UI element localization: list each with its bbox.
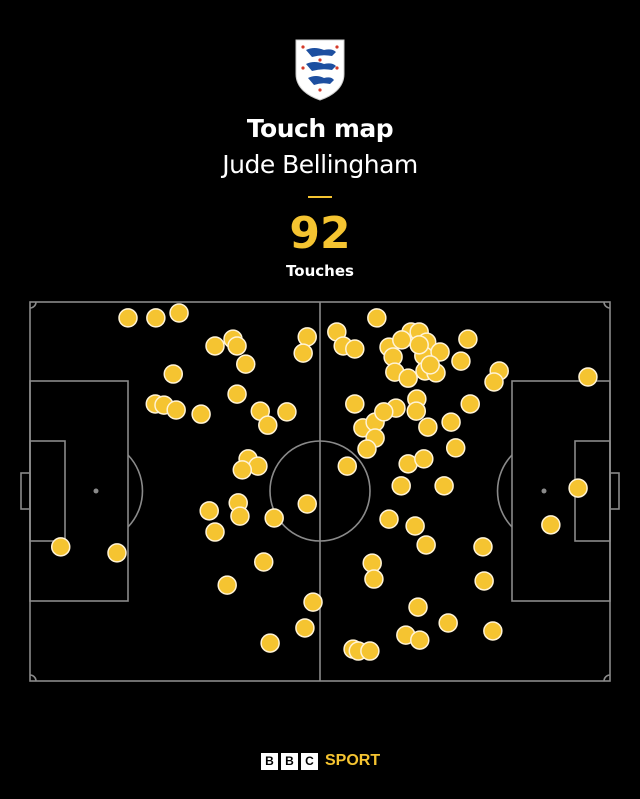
touch-point bbox=[434, 476, 454, 496]
touch-point bbox=[578, 367, 598, 387]
touch-point bbox=[416, 535, 436, 555]
touch-point bbox=[409, 335, 429, 355]
touch-point bbox=[420, 355, 440, 375]
left-penalty-area bbox=[29, 380, 129, 602]
corner-arc bbox=[29, 301, 37, 309]
touch-point bbox=[438, 613, 458, 633]
touch-point bbox=[236, 354, 256, 374]
player-name: Jude Bellingham bbox=[222, 150, 418, 179]
touch-point bbox=[260, 633, 280, 653]
touch-point bbox=[303, 592, 323, 612]
touch-point bbox=[445, 438, 466, 458]
touch-point bbox=[345, 394, 365, 414]
right-penalty-spot bbox=[541, 488, 547, 494]
touch-point bbox=[473, 537, 493, 557]
right-penalty-arc bbox=[496, 454, 513, 528]
touch-point bbox=[392, 330, 412, 350]
touch-point bbox=[458, 329, 478, 349]
touch-count: 92 bbox=[289, 208, 351, 259]
touch-point bbox=[460, 394, 480, 414]
touch-point bbox=[297, 327, 317, 347]
touch-point bbox=[406, 401, 427, 421]
touch-point bbox=[474, 571, 494, 591]
touch-point bbox=[391, 476, 411, 496]
divider bbox=[308, 196, 332, 198]
touch-point bbox=[337, 456, 358, 476]
centre-circle bbox=[269, 440, 371, 542]
left-goal bbox=[20, 472, 31, 510]
sport-wordmark: SPORT bbox=[325, 752, 381, 769]
touch-point bbox=[408, 597, 428, 617]
right-goal bbox=[609, 472, 620, 510]
touch-point bbox=[227, 336, 247, 356]
touch-point bbox=[205, 336, 225, 356]
touch-point bbox=[277, 402, 297, 422]
touch-point bbox=[293, 343, 313, 363]
pitch-markings bbox=[20, 301, 620, 682]
touch-points bbox=[50, 303, 598, 661]
bbc-letter: B bbox=[281, 752, 298, 770]
touch-point bbox=[441, 412, 461, 432]
right-penalty-area bbox=[511, 380, 611, 602]
corner-arc bbox=[29, 674, 37, 682]
touch-point bbox=[345, 339, 365, 359]
corner-arc bbox=[603, 674, 611, 682]
touch-point bbox=[217, 575, 237, 595]
touch-point bbox=[410, 630, 430, 650]
touch-point bbox=[230, 506, 250, 526]
touch-point bbox=[253, 552, 274, 572]
corner-arc bbox=[603, 301, 611, 309]
touch-point bbox=[264, 508, 284, 528]
touch-point bbox=[118, 308, 138, 328]
touch-point bbox=[398, 368, 418, 388]
touch-point bbox=[227, 384, 247, 404]
touch-point bbox=[484, 372, 504, 392]
bbc-sport-logo: B B C SPORT bbox=[261, 752, 380, 770]
touch-point bbox=[379, 509, 399, 529]
touch-point bbox=[297, 494, 317, 514]
touch-point bbox=[430, 342, 450, 362]
touch-point bbox=[405, 516, 425, 536]
touch-point bbox=[107, 543, 127, 563]
touch-point bbox=[232, 460, 253, 480]
touch-point bbox=[414, 449, 434, 469]
bbc-letter: B bbox=[261, 752, 278, 770]
touch-point bbox=[205, 522, 225, 542]
touch-point bbox=[146, 308, 166, 328]
touch-point bbox=[362, 553, 382, 573]
touch-point bbox=[169, 303, 189, 323]
touch-point bbox=[367, 308, 387, 328]
left-penalty-spot bbox=[93, 488, 99, 494]
touch-point bbox=[199, 501, 219, 521]
touch-point bbox=[418, 417, 438, 437]
touch-point bbox=[541, 515, 561, 535]
touch-point bbox=[451, 351, 471, 371]
touch-point bbox=[360, 641, 380, 661]
left-penalty-arc bbox=[127, 454, 144, 528]
touch-point bbox=[163, 364, 184, 384]
left-six-yard-box bbox=[29, 440, 66, 542]
touch-point bbox=[50, 537, 71, 557]
touch-point bbox=[258, 415, 278, 435]
touch-point bbox=[374, 402, 394, 422]
touch-point bbox=[483, 621, 503, 641]
touch-point bbox=[295, 618, 315, 638]
touch-point bbox=[568, 478, 588, 498]
touch-count-label: Touches bbox=[286, 262, 354, 280]
touch-point bbox=[357, 439, 377, 459]
touch-point bbox=[166, 400, 186, 420]
touch-point bbox=[364, 569, 384, 589]
touch-point bbox=[191, 404, 211, 424]
bbc-letter: C bbox=[301, 752, 318, 770]
england-crest-logo bbox=[295, 39, 345, 101]
chart-title: Touch map bbox=[246, 114, 394, 143]
